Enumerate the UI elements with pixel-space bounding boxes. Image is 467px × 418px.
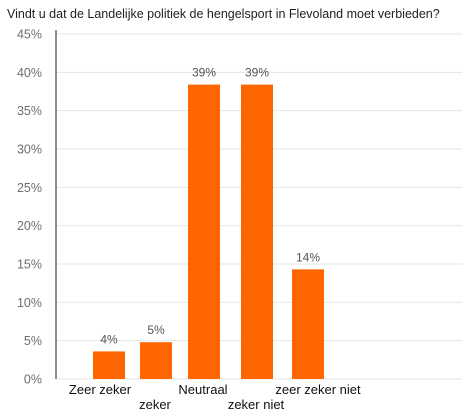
data-label: 39% [245,66,269,80]
x-category-label: zeker niet [228,397,285,412]
data-label: 14% [296,250,320,264]
bars [93,84,324,379]
y-tick-label: 10% [17,296,42,310]
bar [292,269,324,379]
bar [93,351,125,379]
x-category-label: zeer zeker niet [275,382,361,397]
y-tick-label: 25% [17,181,42,195]
y-tick-label: 5% [24,334,42,348]
y-tick-label: 35% [17,104,42,118]
y-tick-label: 45% [17,28,42,42]
data-label: 39% [192,66,216,80]
data-label: 4% [100,332,118,346]
x-category-label: Zeer zeker [69,382,132,397]
bar [188,84,220,379]
bar [140,342,172,379]
y-tick-label: 30% [17,143,42,157]
bar [241,84,273,379]
y-tick-label: 20% [17,219,42,233]
y-tick-label: 0% [24,373,42,387]
y-tick-label: 40% [17,66,42,80]
x-category-label: Neutraal [178,382,227,397]
y-tick-label: 15% [17,258,42,272]
x-category-label: zeker [139,397,171,412]
data-label: 5% [147,323,165,337]
chart-title: Vindt u dat de Landelijke politiek de he… [7,7,440,21]
y-axis-ticks: 0% 5% 10% 15% 20% 25% 30% 35% 40% 45% [17,28,42,387]
data-labels: 4% 5% 39% 39% 14% [100,66,320,347]
